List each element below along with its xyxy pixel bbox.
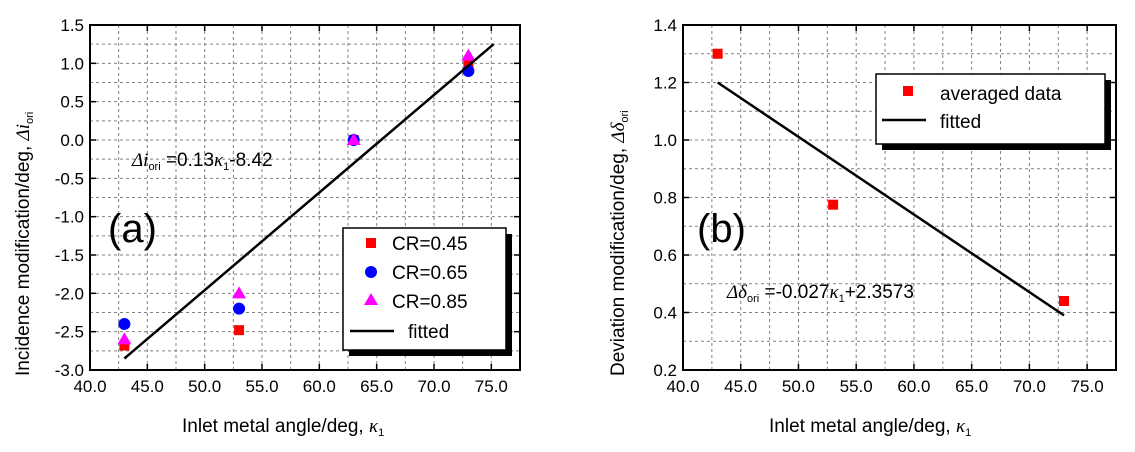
legend-box-b [875, 73, 1106, 145]
y-tick-label: -2.5 [55, 323, 84, 342]
legend-marker-cr085 [364, 293, 378, 305]
y-tick-label: 0.5 [60, 93, 84, 112]
point-cr-0-85 [232, 286, 247, 299]
y-tick-label: 1.4 [653, 16, 677, 35]
x-tick-label: 65.0 [360, 377, 393, 396]
point-averaged-data [828, 199, 839, 210]
y-tick-label: 1.2 [653, 74, 677, 93]
panel-label-a: (a) [108, 207, 157, 251]
x-tick-label: 45.0 [724, 377, 757, 396]
y-tick-label: -0.5 [55, 169, 84, 188]
x-tick-label: 75.0 [1071, 377, 1104, 396]
legend-label-fitted-b: fitted [940, 112, 981, 133]
x-tick-label: 55.0 [245, 377, 278, 396]
y-tick-label: 0.2 [653, 361, 677, 380]
point-averaged-data [1059, 296, 1070, 306]
x-axis-title-b: Inlet metal angle/deg, κ1 [769, 416, 971, 439]
x-tick-label: 75.0 [475, 377, 508, 396]
chart-panel-b: 0.2 0.4 0.6 0.8 1.0 1.2 1.4 40.0 45.0 50.0 55.0 60… [608, 16, 1117, 439]
x-tick-label: 40.0 [73, 377, 106, 396]
data-marks-b [712, 48, 1070, 317]
legend-label-averaged: averaged data [940, 84, 1062, 105]
fit-line-b [716, 81, 1065, 317]
legend-box-a [342, 227, 507, 351]
x-tick-label: 65.0 [955, 377, 988, 396]
x-tick-label: 70.0 [1013, 377, 1046, 396]
point-cr-0-45 [119, 340, 130, 351]
point-cr-0-65 [233, 302, 246, 315]
legend-marker-averaged [903, 86, 913, 96]
y-tick-label: 0.0 [60, 131, 84, 150]
point-averaged-data [712, 48, 723, 59]
x-tick-label: 50.0 [782, 377, 815, 396]
y-tick-labels-b: 0.2 0.4 0.6 0.8 1.0 1.2 1.4 [653, 16, 677, 380]
point-cr-0-85 [461, 48, 476, 61]
y-tick-label: -1.0 [55, 208, 84, 227]
point-cr-0-85 [346, 133, 361, 145]
y-tick-label: 0.6 [653, 246, 677, 265]
x-tick-labels-b: 40.0 45.0 50.0 55.0 60.0 65.0 70.0 75.0 [666, 377, 1103, 396]
x-tick-label: 50.0 [188, 377, 221, 396]
legend-b: averaged data fitted [875, 73, 1111, 150]
fit-equation-b: Δδori =-0.027κ1+2.3573 [726, 282, 914, 305]
point-cr-0-45 [234, 325, 245, 336]
point-cr-0-85 [117, 332, 132, 345]
y-tick-label: -2.0 [55, 284, 84, 303]
plot-frame-a [89, 24, 521, 371]
fit-line-a [123, 43, 495, 360]
fit-equation-a: Δiori =0.13κ1-8.42 [131, 150, 273, 173]
x-tick-label: 60.0 [897, 377, 930, 396]
x-tick-label: 45.0 [131, 377, 164, 396]
y-tick-label: 0.4 [653, 304, 677, 323]
data-marks-a [117, 43, 495, 360]
point-cr-0-65 [118, 318, 131, 330]
legend-marker-cr045 [366, 238, 376, 248]
legend-marker-cr065 [365, 266, 377, 278]
y-tick-label: 1.0 [60, 54, 84, 73]
y-tick-label: -3.0 [55, 361, 84, 380]
chart-panel-a: -3.0 -2.5 -2.0 -1.5 -1.0 -0.5 0.0 0.5 1.0 1.5 40.… [13, 16, 521, 439]
y-tick-labels-a: -3.0 -2.5 -2.0 -1.5 -1.0 -0.5 0.0 0.5 1.0 1.5 [55, 16, 84, 380]
legend-label-fitted-a: fitted [408, 322, 449, 343]
y-axis-title-b: Deviation modification/deg, Δδori [608, 110, 631, 376]
panel-label-b: (b) [697, 207, 746, 251]
x-tick-label: 40.0 [666, 377, 699, 396]
y-tick-label: -1.5 [55, 246, 84, 265]
legend-a: CR=0.45 CR=0.65 CR=0.85 fitted [342, 227, 512, 356]
y-axis-title-a: Incidence modification/deg, Δiori [13, 112, 36, 376]
y-tick-label: 1.0 [653, 131, 677, 150]
x-tick-labels-a: 40.0 45.0 50.0 55.0 60.0 65.0 70.0 75.0 [73, 377, 507, 396]
x-axis-title-a: Inlet metal angle/deg, κ1 [182, 416, 384, 439]
legend-label-cr065: CR=0.65 [392, 263, 468, 284]
x-tick-label: 70.0 [417, 377, 450, 396]
y-tick-label: 1.5 [60, 16, 84, 35]
y-tick-label: 0.8 [653, 189, 677, 208]
point-cr-0-45 [463, 58, 474, 69]
tick-marks-a [89, 24, 520, 371]
tick-marks-b [682, 24, 1116, 371]
x-tick-label: 55.0 [840, 377, 873, 396]
legend-label-cr045: CR=0.45 [392, 234, 468, 255]
x-tick-label: 60.0 [303, 377, 336, 396]
legend-label-cr085: CR=0.85 [392, 292, 468, 313]
